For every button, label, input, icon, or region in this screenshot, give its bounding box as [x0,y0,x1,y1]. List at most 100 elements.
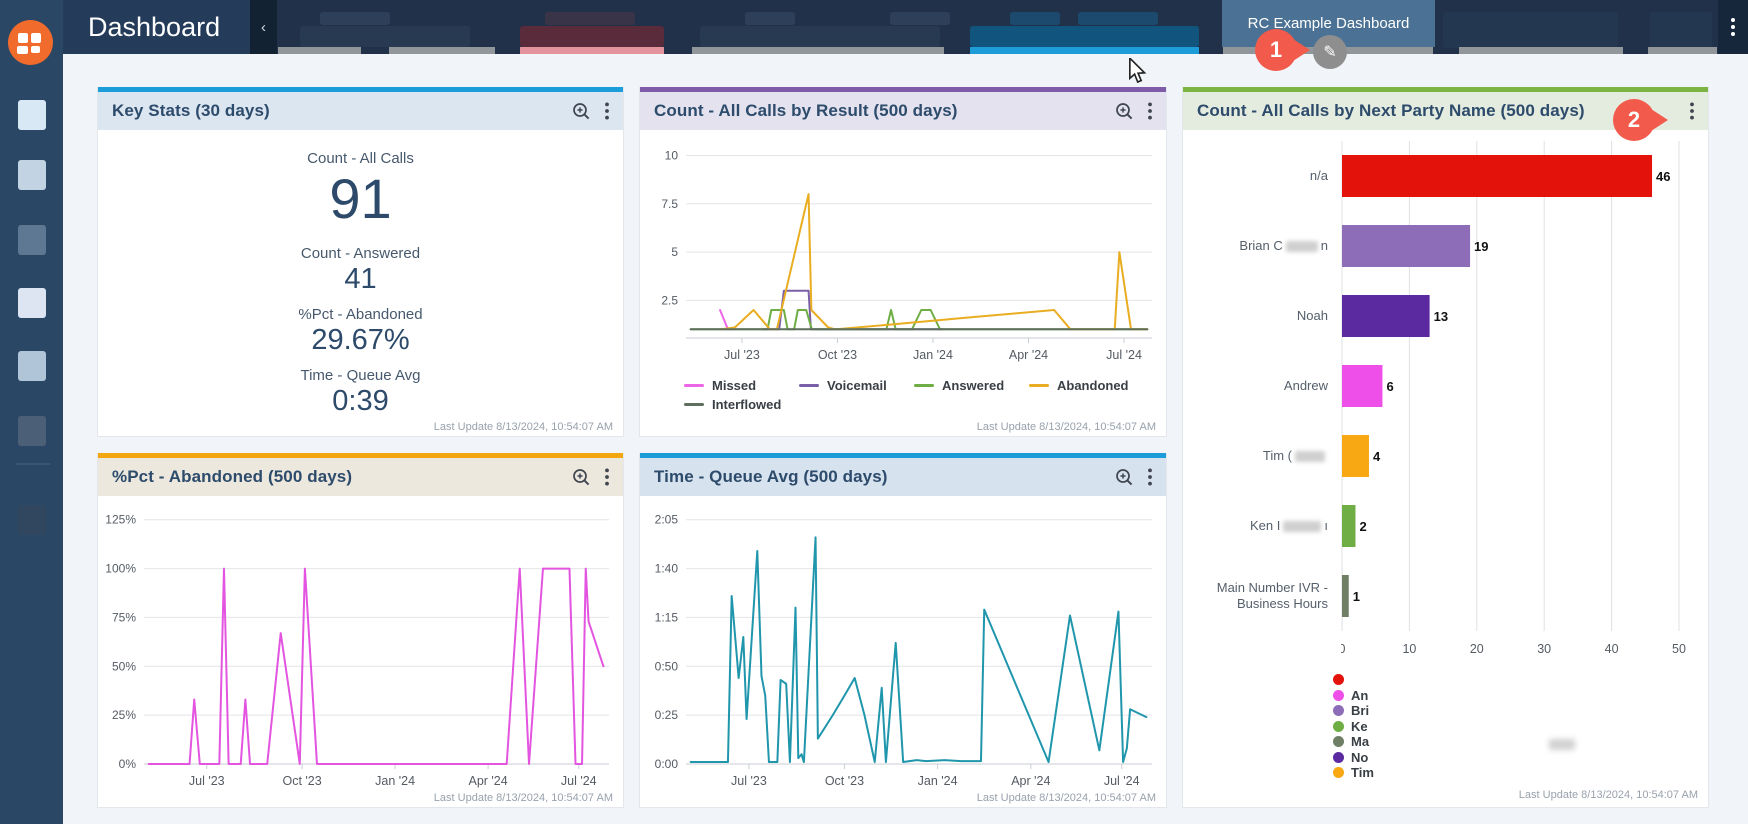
sidebar-item-1[interactable] [18,100,46,130]
legend-label: Abandoned [1057,378,1129,393]
sidebar [0,0,63,824]
sidebar-item-6[interactable] [18,416,46,446]
panel-accent [640,87,1166,92]
edit-dashboard-button[interactable]: ✎ [1313,35,1347,69]
metric-label: %Pct - Abandoned [298,306,423,324]
svg-text:25%: 25% [112,708,136,722]
tab-underline-active [970,47,1199,54]
sidebar-item-3[interactable] [18,225,46,255]
redacted-tab[interactable] [970,26,1199,47]
svg-text:Oct '23: Oct '23 [282,774,321,788]
panel-title: Time - Queue Avg (500 days) [654,467,888,486]
legend-dot [1333,689,1344,701]
svg-text:1: 1 [1353,589,1360,604]
legend-dot [1333,751,1344,763]
legend-label: Ma [1351,734,1370,750]
sidebar-item-5[interactable] [18,351,46,381]
kebab-menu-icon[interactable] [1690,102,1694,120]
kebab-menu-icon[interactable] [605,468,609,486]
legend-item[interactable]: Answered [914,378,1029,393]
tab-underline [389,47,495,54]
redacted-tab-label [320,12,390,25]
kebab-menu-icon[interactable] [1148,102,1152,120]
app-logo-icon[interactable] [8,20,53,65]
sidebar-item-2[interactable] [18,160,46,190]
redacted-tab[interactable] [1443,12,1618,48]
metric-value: 0:39 [332,384,389,417]
legend-label: No [1351,749,1369,765]
svg-text:4: 4 [1373,449,1381,464]
sidebar-divider [16,463,50,465]
panel-key-stats: Key Stats (30 days) Count - All Calls 91… [97,87,624,437]
legend-item[interactable] [1333,672,1374,688]
metric-value: 41 [344,263,377,296]
bar-label: Tim ( [1189,421,1328,491]
svg-text:1:40: 1:40 [655,562,679,576]
legend-item[interactable]: Ma [1333,734,1374,750]
redacted-tab[interactable] [520,26,664,47]
legend-item[interactable]: Bri [1333,703,1374,719]
svg-text:13: 13 [1434,309,1448,324]
redacted-tab-label [545,12,635,25]
sidebar-item-4[interactable] [18,288,46,318]
page-title: Dashboard [63,0,250,54]
last-update: Last Update 8/13/2024, 10:54:07 AM [433,421,613,433]
last-update: Last Update 8/13/2024, 10:54:07 AM [976,792,1156,804]
svg-text:2: 2 [1359,519,1366,534]
zoom-in-icon[interactable] [572,468,591,487]
bar-label: Noah [1296,307,1328,323]
redacted-tab[interactable] [300,26,470,47]
metric-value: 29.67% [311,324,410,357]
svg-text:Jul '24: Jul '24 [1106,348,1142,362]
svg-text:Apr '24: Apr '24 [1011,774,1050,788]
redacted-tab[interactable] [700,26,940,47]
topbar-kebab-menu[interactable] [1718,0,1748,54]
legend-item[interactable]: No [1333,750,1374,766]
svg-text:50%: 50% [112,659,136,673]
line-chart-pct-abandoned: 0% 25% 50% 75% 100% 125% Jul '23 Oct '23 Jan '24… [98,496,623,794]
panel-accent [1183,87,1708,92]
redacted-tab-label [890,12,950,25]
bar-label: Main Number IVR - Business Hours [1216,579,1328,611]
legend-item[interactable]: Missed [684,378,799,393]
svg-text:10: 10 [1402,642,1416,656]
panel-calls-by-next-party: Count - All Calls by Next Party Name (50… [1182,87,1709,808]
redaction-blur [1295,450,1325,462]
svg-text:6: 6 [1386,379,1393,394]
zoom-in-icon[interactable] [1115,102,1134,121]
legend-label: Missed [712,378,757,393]
svg-text:Oct '23: Oct '23 [818,348,857,362]
legend-item[interactable]: Abandoned [1029,378,1144,393]
svg-text:0%: 0% [119,757,137,771]
legend-item[interactable]: Voicemail [799,378,914,393]
svg-text:75%: 75% [112,610,136,624]
legend-item[interactable]: Interflowed [684,397,799,412]
svg-text:Jan '24: Jan '24 [375,774,415,788]
legend-swatch [684,403,704,406]
legend-item[interactable]: An [1333,688,1374,704]
zoom-in-icon[interactable] [1115,468,1134,487]
redaction-blur [1283,520,1322,532]
line-chart-calls-by-result: 2.5 5 7.5 10 Jul '23 Oct '23 Jan '24 Apr '24 Jul… [640,130,1166,368]
panel-title: %Pct - Abandoned (500 days) [112,467,353,486]
sidebar-item-7[interactable] [18,505,46,535]
tab-underline [520,47,664,54]
redacted-tab-label [745,12,795,25]
redacted-tab[interactable] [1650,12,1712,48]
svg-text:Apr '24: Apr '24 [1009,348,1048,362]
last-update: Last Update 8/13/2024, 10:54:07 AM [433,792,613,804]
legend-item[interactable]: Tim [1333,765,1374,781]
kebab-menu-icon[interactable] [1148,468,1152,486]
legend-item[interactable]: Ke [1333,719,1374,735]
svg-text:Jul '23: Jul '23 [189,774,225,788]
kebab-menu-icon[interactable] [605,102,609,120]
legend-label: Interflowed [712,397,782,412]
collapse-chevron-button[interactable]: ‹ [250,0,277,54]
svg-text:50: 50 [1672,642,1686,656]
zoom-in-icon[interactable] [572,102,591,121]
key-stats-body: Count - All Calls 91 Count - Answered 41… [98,130,623,428]
legend-dot [1333,705,1344,717]
svg-text:Jul '24: Jul '24 [1104,774,1140,788]
last-update: Last Update 8/13/2024, 10:54:07 AM [1518,789,1698,801]
